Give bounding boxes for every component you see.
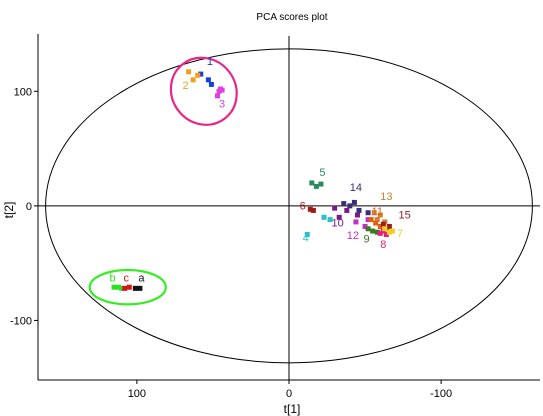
group-label-8: 8 [380, 239, 386, 251]
chart-title: PCA scores plot [256, 12, 327, 23]
data-point-group-12 [365, 217, 371, 223]
data-point-group-13 [374, 217, 380, 223]
group-label-a: a [138, 272, 145, 284]
data-point-group-7 [389, 228, 395, 234]
data-point-group-8 [383, 231, 389, 237]
data-point-group-11 [377, 223, 383, 229]
group-label-1: 1 [207, 56, 213, 68]
data-point-group-10 [336, 214, 342, 220]
group-label-15: 15 [398, 209, 410, 221]
data-point-group-14 [341, 201, 347, 207]
data-point-group-5 [318, 181, 324, 187]
data-point-group-b [116, 284, 122, 290]
group-label-11: 11 [372, 206, 383, 218]
group-label-5: 5 [319, 167, 325, 179]
data-point-group-15 [380, 221, 386, 227]
x-tick-label: 0 [286, 388, 292, 400]
data-point-group-14 [351, 199, 357, 205]
group-label-9: 9 [364, 234, 370, 246]
data-point-group-b [111, 284, 117, 290]
data-point-group-9 [370, 228, 376, 234]
data-point-group-15 [386, 223, 392, 229]
group-label-4: 4 [303, 232, 309, 244]
group-label-13: 13 [380, 191, 392, 203]
data-point-group-9 [374, 229, 380, 235]
data-point-group-c [122, 285, 128, 291]
data-point-group-6 [307, 206, 313, 212]
data-point-group-13 [377, 212, 383, 218]
data-point-group-4 [327, 217, 333, 223]
y-axis-title: t[2] [2, 202, 16, 219]
highlight-ellipse-2 [88, 268, 167, 306]
group-label-12: 12 [347, 230, 359, 242]
axes-layer: 100 0 -100 100 0 -100 [10, 34, 540, 400]
group-label-10: 10 [332, 217, 344, 229]
data-point-group-2 [190, 77, 196, 83]
data-point-group-5 [309, 180, 315, 186]
y-tick-label: -100 [10, 315, 32, 327]
data-point-group-12 [362, 223, 368, 229]
data-point-group-7 [386, 229, 392, 235]
data-point-group-14 [365, 210, 371, 216]
data-point-group-4 [321, 214, 327, 220]
data-point-group-8 [377, 230, 383, 236]
x-tick-label: -100 [430, 388, 452, 400]
highlight-ellipse-1 [169, 56, 238, 126]
data-point-group-1 [208, 81, 214, 87]
data-point-group-4 [304, 231, 310, 237]
data-point-group-c [126, 284, 132, 290]
data-point-group-2 [186, 69, 192, 75]
data-point-group-13 [371, 210, 377, 216]
group-label-6: 6 [300, 200, 306, 212]
group-label-3: 3 [219, 98, 225, 110]
y-tick-label: 0 [26, 201, 32, 213]
data-point-group-14 [356, 207, 362, 213]
data-point-group-10 [354, 212, 360, 218]
group-label-b: b [109, 272, 115, 284]
data-point-group-10 [332, 205, 338, 211]
group-label-7: 7 [397, 228, 403, 240]
y-tick-label: 100 [14, 86, 32, 98]
x-axis-title: t[1] [284, 402, 301, 416]
data-point-group-3 [216, 88, 222, 94]
data-point-group-a [132, 285, 138, 291]
group-label-c: c [123, 272, 129, 284]
data-point-group-2 [195, 72, 201, 78]
data-point-group-11 [373, 220, 379, 226]
group-label-14: 14 [350, 182, 362, 194]
data-point-group-12 [353, 219, 359, 225]
data-point-group-14 [347, 203, 353, 209]
data-point-group-1 [205, 77, 211, 83]
group-label-2: 2 [182, 80, 188, 92]
data-point-group-5 [313, 183, 319, 189]
data-point-group-11 [368, 217, 374, 223]
data-point-group-7 [382, 226, 388, 232]
points-layer [111, 69, 395, 291]
data-point-group-a [137, 285, 143, 291]
data-point-group-3 [219, 87, 225, 93]
data-point-group-6 [310, 207, 316, 213]
data-point-group-9 [365, 226, 371, 232]
data-point-group-b [119, 285, 125, 291]
data-point-group-10 [344, 207, 350, 213]
x-tick-label: 100 [128, 388, 146, 400]
data-point-group-3 [215, 93, 221, 99]
data-point-group-1 [198, 71, 204, 77]
